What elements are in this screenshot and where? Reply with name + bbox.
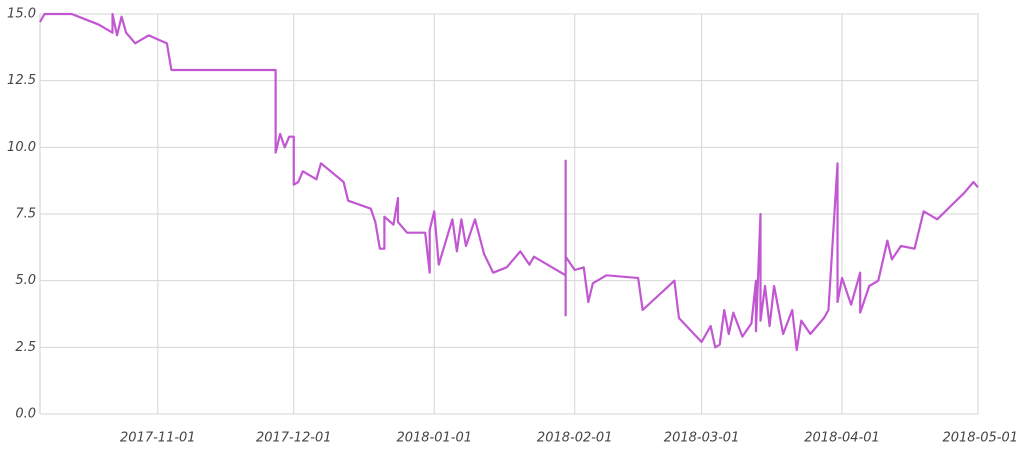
y-tick-label: 5.0 <box>15 273 36 288</box>
x-tick-label: 2018-02-01 <box>537 431 613 446</box>
x-tick-label: 2018-03-01 <box>664 431 740 446</box>
y-tick-label: 2.5 <box>15 340 36 355</box>
data-line <box>39 12 979 352</box>
y-tick-label: 10.0 <box>7 140 36 155</box>
x-tick-label: 2018-04-01 <box>804 431 880 446</box>
x-tick-label: 2017-11-01 <box>120 431 196 446</box>
y-tick-label: 15.0 <box>7 7 36 22</box>
y-tick-label: 7.5 <box>15 207 36 222</box>
y-tick-label: 12.5 <box>7 73 36 88</box>
x-tick-label: 2017-12-01 <box>256 431 332 446</box>
x-tick-label: 2018-05-01 <box>942 431 1018 446</box>
y-tick-label: 0.0 <box>15 407 36 422</box>
x-tick-label: 2018-01-01 <box>396 431 472 446</box>
